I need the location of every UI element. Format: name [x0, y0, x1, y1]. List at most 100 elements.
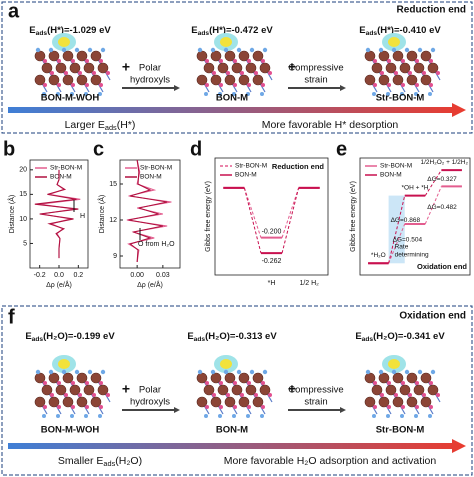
step-arrow [288, 407, 346, 413]
atom-top [74, 47, 80, 53]
annotation: Rate [395, 244, 409, 251]
label-part: (H*)=-0.410 eV [377, 25, 441, 36]
atom-top [365, 369, 371, 375]
annotation: Oxidation end [417, 262, 467, 271]
atom-small [254, 393, 258, 397]
atom-small [261, 83, 265, 87]
atom-top [249, 369, 255, 375]
atom-small [233, 381, 237, 385]
atom-small [387, 381, 391, 385]
atom-small [219, 59, 223, 63]
atom [34, 50, 46, 62]
plus-icon: + [122, 381, 130, 397]
atom-top [249, 47, 255, 53]
atom [196, 74, 208, 86]
axes-frame [359, 157, 471, 276]
atom [406, 74, 418, 86]
atom [406, 372, 418, 384]
atom-small [429, 381, 433, 385]
atom [364, 74, 376, 86]
connector [388, 195, 406, 264]
atom [34, 372, 46, 384]
legend-label: BON-M [50, 174, 72, 181]
atom [217, 384, 229, 396]
atom-small [43, 59, 47, 63]
label-subscript: ads [103, 459, 115, 468]
atom-small [233, 83, 237, 87]
annotation: ΔG=0.482 [427, 204, 457, 211]
atom-small [401, 381, 405, 385]
legend-label: BON-M [140, 174, 162, 181]
atom-small [380, 71, 384, 75]
atom-bottom [204, 92, 208, 96]
atom-small [380, 393, 384, 397]
atom [196, 372, 208, 384]
atom-bottom [260, 414, 264, 418]
atom [83, 384, 95, 396]
plus-icon: + [288, 381, 296, 397]
atom-small [429, 83, 433, 87]
atom [76, 74, 88, 86]
atom [238, 396, 250, 408]
rich-label: Eads(H₂O)=-0.199 eV [25, 331, 115, 343]
atom [224, 74, 236, 86]
atom [48, 50, 60, 62]
atom-top [35, 369, 41, 375]
axes-frame [214, 157, 329, 276]
gradient-arrow [8, 103, 466, 117]
atom-top [48, 369, 54, 375]
rich-label: Eads(H*)=-0.410 eV [359, 25, 441, 37]
y-axis-label: Gibbs free energy (eV) [205, 181, 212, 252]
atom-small [401, 405, 405, 409]
atom-top [210, 47, 216, 53]
panel-letter: a [8, 0, 20, 22]
atom-top [100, 369, 106, 375]
atom-small [212, 393, 216, 397]
legend-label: Str-BON-M [380, 163, 412, 170]
atom-top [430, 369, 436, 375]
atom-top [236, 369, 242, 375]
atom [69, 384, 81, 396]
step-label: Compressive [288, 63, 343, 74]
atom [48, 74, 60, 86]
atom [392, 50, 404, 62]
atom-small [78, 71, 82, 75]
atom-small [429, 405, 433, 409]
atom-small [415, 405, 419, 409]
atom-small [205, 381, 209, 385]
structure-name: BON-M-WOH [41, 93, 100, 104]
atom-bottom [56, 414, 60, 418]
atom-bottom [372, 414, 376, 418]
atom [224, 50, 236, 62]
atom-bottom [84, 414, 88, 418]
charge-blob [220, 37, 232, 47]
atom [224, 372, 236, 384]
atom [252, 74, 264, 86]
atom-bottom [98, 414, 102, 418]
charge-blob [220, 359, 232, 369]
atom [48, 372, 60, 384]
state-label: *OH + *H [402, 184, 429, 191]
atom-small [240, 393, 244, 397]
atom-top [378, 47, 384, 53]
atom [406, 396, 418, 408]
atom [210, 50, 222, 62]
atom [392, 372, 404, 384]
y-axis-label: Distance (Å) [7, 195, 16, 234]
atom-small [219, 405, 223, 409]
profile-line [34, 169, 79, 259]
atom [378, 74, 390, 86]
atom [97, 62, 109, 74]
atom [76, 50, 88, 62]
atom [34, 74, 46, 86]
atom-small [226, 393, 230, 397]
atom-bottom [428, 414, 432, 418]
atom-small [247, 381, 251, 385]
x-tick-label: 0.03 [156, 272, 170, 279]
x-tick-label: 0.00 [130, 272, 144, 279]
atom [378, 372, 390, 384]
atom [371, 62, 383, 74]
step-label: Polar [139, 385, 161, 396]
atom-small [43, 381, 47, 385]
y-tick-label: 5 [23, 240, 27, 247]
